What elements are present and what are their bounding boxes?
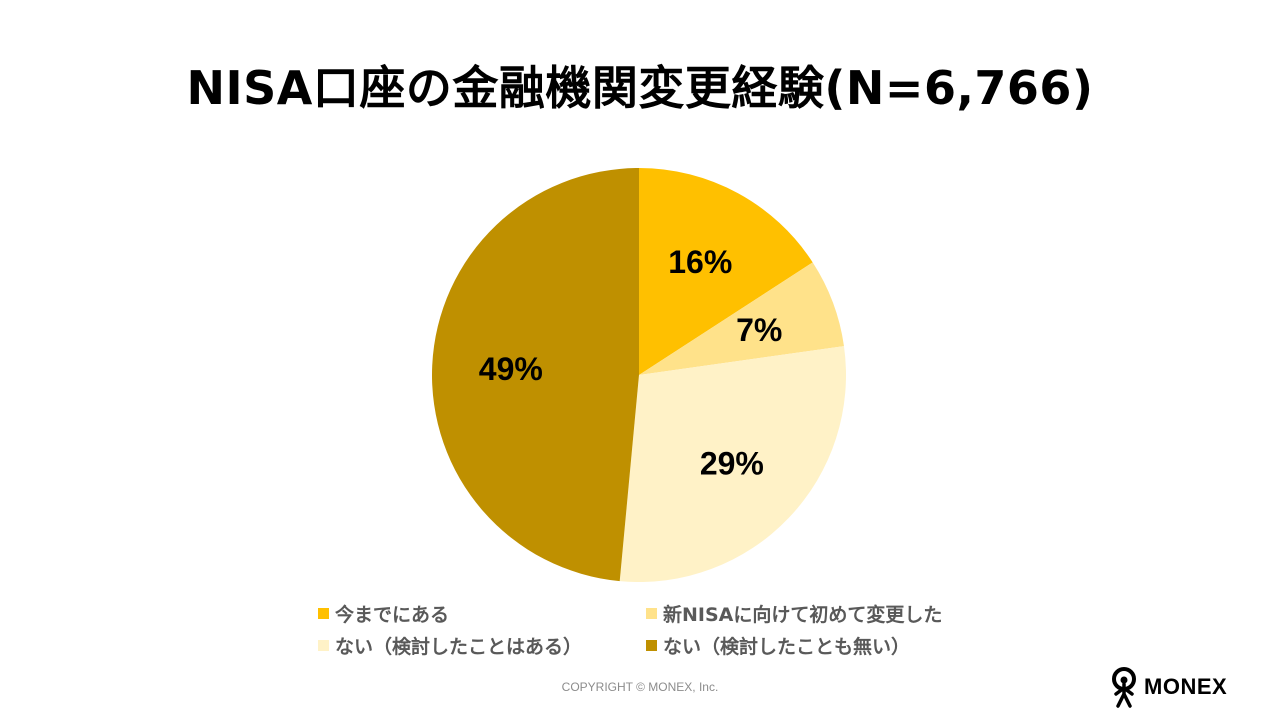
chart-title: NISA口座の金融機関変更経験(N=6,766) bbox=[186, 61, 1094, 115]
legend-label-3: ない（検討したことも無い） bbox=[663, 636, 911, 658]
legend-label-0: 今までにある bbox=[335, 604, 450, 626]
legend-item-0: 今までにある bbox=[318, 600, 449, 627]
legend-swatch-2 bbox=[318, 640, 329, 651]
pie-data-label-2: 29% bbox=[700, 446, 764, 482]
legend-swatch-0 bbox=[318, 608, 329, 619]
pie-slice-2 bbox=[619, 346, 847, 582]
legend-item-1: 新NISAに向けて初めて変更した bbox=[646, 600, 942, 627]
monex-logo-icon bbox=[1112, 667, 1136, 708]
pie-data-label-0: 16% bbox=[668, 244, 732, 280]
monex-logo: MONEX bbox=[1108, 666, 1227, 708]
legend-label-1: 新NISAに向けて初めて変更した bbox=[663, 604, 943, 626]
legend-swatch-1 bbox=[646, 608, 657, 619]
legend-item-3: ない（検討したことも無い） bbox=[646, 632, 910, 659]
pie-slice-1 bbox=[639, 262, 844, 375]
pie-data-label-1: 7% bbox=[736, 312, 782, 348]
legend-item-2: ない（検討したことはある） bbox=[318, 632, 582, 659]
pie-slice-3 bbox=[432, 168, 639, 582]
monex-logo-text: MONEX bbox=[1144, 674, 1228, 699]
copyright-text: COPYRIGHT © MONEX, Inc. bbox=[561, 680, 719, 694]
pie-data-label-3: 49% bbox=[479, 351, 543, 387]
pie-slice-0 bbox=[639, 168, 813, 375]
legend-label-2: ない（検討したことはある） bbox=[335, 636, 583, 658]
legend-swatch-3 bbox=[646, 640, 657, 651]
